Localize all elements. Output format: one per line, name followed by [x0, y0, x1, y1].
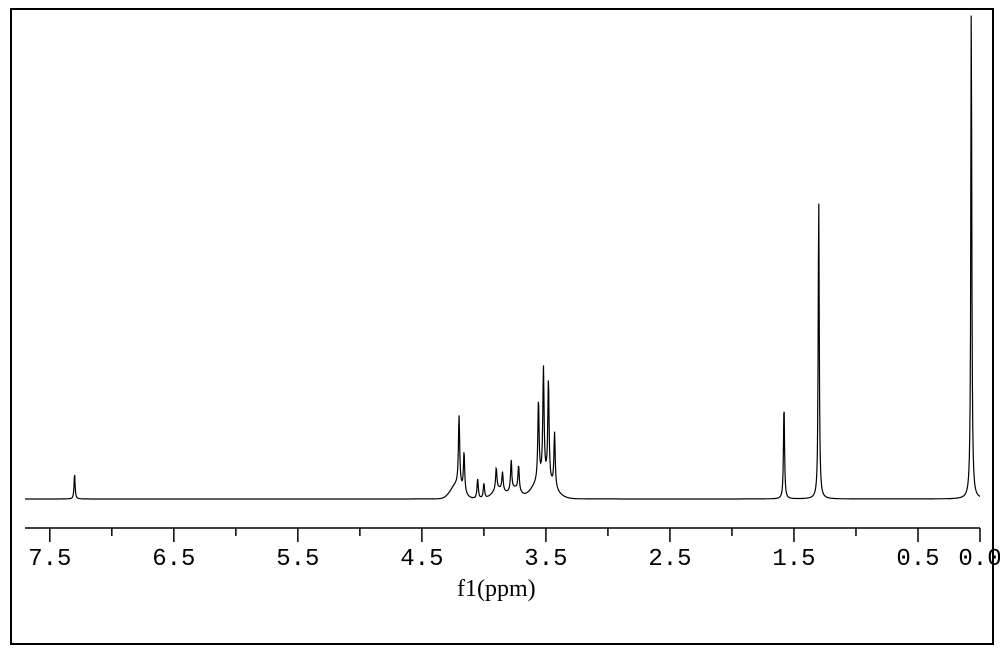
- axis-tick-label: 3.5: [524, 546, 567, 573]
- axis-tick-label: 2.5: [648, 546, 691, 573]
- nmr-spectrum-svg: [0, 0, 1000, 649]
- chart-frame: 7.5 6.5 5.5 4.5 3.5 2.5 1.5 0.5 0.0 f1(ppm): [0, 0, 1000, 649]
- axis-tick-label: 0.5: [896, 546, 939, 573]
- axis-tick-label: 7.5: [28, 546, 71, 573]
- x-axis-label: f1(ppm): [457, 576, 536, 603]
- axis-tick-label: 4.5: [400, 546, 443, 573]
- axis-tick-label: 5.5: [276, 546, 319, 573]
- axis-tick-label: 6.5: [152, 546, 195, 573]
- axis-tick-label: 1.5: [772, 546, 815, 573]
- spectrum-line: [25, 16, 980, 499]
- axis-tick-label: 0.0: [958, 546, 1000, 573]
